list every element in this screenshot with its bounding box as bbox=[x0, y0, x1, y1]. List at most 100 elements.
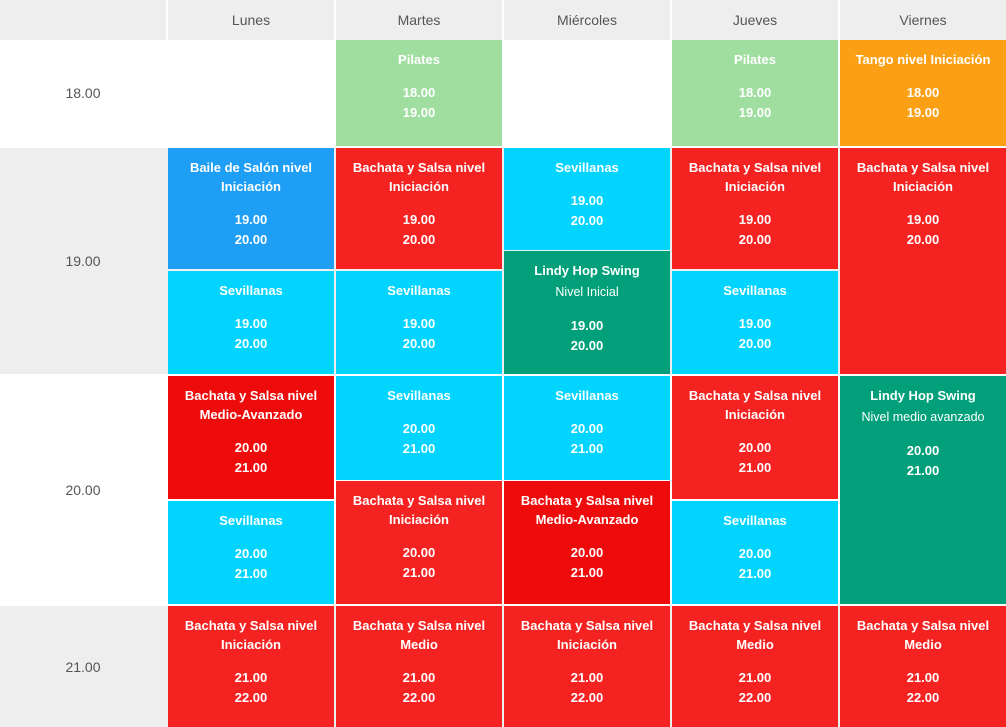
event-start: 20.00 bbox=[738, 440, 772, 455]
event-title: Bachata y Salsa nivel Medio bbox=[688, 618, 822, 652]
event-title: Sevillanas bbox=[387, 283, 451, 298]
event-title: Tango nivel Iniciación bbox=[855, 52, 991, 67]
time-label-18: 18.00 bbox=[65, 85, 101, 101]
event-start: 19.00 bbox=[402, 212, 436, 227]
event-end: 22.00 bbox=[570, 690, 604, 705]
event-title: Bachata y Salsa nivel Iniciación bbox=[352, 493, 486, 527]
row-19-bg bbox=[0, 148, 1006, 374]
time-label-21: 21.00 bbox=[65, 658, 101, 675]
event-subtitle: Nivel medio avanzado bbox=[861, 410, 985, 424]
event-title: Bachata y Salsa nivel Medio-Avanzado bbox=[520, 493, 654, 527]
event-start: 20.00 bbox=[570, 545, 604, 560]
event-title: Bachata y Salsa nivel Iniciación bbox=[856, 160, 990, 194]
row-20-bg bbox=[0, 376, 1006, 604]
event-bachata-salsa[interactable]: Bachata y Salsa nivel Medio 21.00 22.00 bbox=[672, 606, 838, 727]
event-title: Bachata y Salsa nivel Medio-Avanzado bbox=[184, 388, 318, 422]
event-start: 20.00 bbox=[234, 440, 268, 455]
event-title: Bachata y Salsa nivel Iniciación bbox=[184, 618, 318, 652]
header-day-jueves: Jueves bbox=[672, 0, 838, 40]
event-subtitle: Nivel Inicial bbox=[555, 285, 619, 299]
event-sevillanas[interactable]: Sevillanas 20.00 21.00 bbox=[504, 376, 670, 480]
header-corner bbox=[0, 0, 166, 40]
event-pilates[interactable]: Pilates 18.00 19.00 bbox=[672, 40, 838, 146]
event-lindy-hop[interactable]: Lindy Hop Swing Nivel medio avanzado 20.… bbox=[840, 376, 1006, 604]
time-label-20: 20.00 bbox=[65, 482, 101, 498]
event-bachata-salsa[interactable]: Bachata y Salsa nivel Medio-Avanzado 20.… bbox=[168, 376, 334, 499]
event-end: 21.00 bbox=[570, 565, 604, 580]
event-end: 21.00 bbox=[402, 565, 436, 580]
event-bachata-salsa[interactable]: Bachata y Salsa nivel Medio 21.00 22.00 bbox=[840, 606, 1006, 727]
event-start: 18.00 bbox=[402, 85, 436, 100]
event-start: 20.00 bbox=[906, 443, 940, 458]
header-day-lunes: Lunes bbox=[168, 0, 334, 40]
event-end: 20.00 bbox=[570, 338, 604, 353]
event-end: 22.00 bbox=[906, 690, 940, 705]
event-sevillanas[interactable]: Sevillanas 19.00 20.00 bbox=[168, 271, 334, 374]
event-bachata-salsa[interactable]: Bachata y Salsa nivel Medio-Avanzado 20.… bbox=[504, 481, 670, 604]
event-end: 19.00 bbox=[402, 105, 436, 120]
event-title: Sevillanas bbox=[723, 283, 787, 298]
event-start: 19.00 bbox=[570, 318, 604, 333]
event-start: 19.00 bbox=[906, 212, 940, 227]
event-lindy-hop[interactable]: Lindy Hop Swing Nivel Inicial 19.00 20.00 bbox=[504, 251, 670, 374]
event-title: Lindy Hop Swing bbox=[534, 263, 640, 278]
event-start: 19.00 bbox=[570, 193, 604, 208]
event-start: 21.00 bbox=[570, 670, 604, 685]
event-bachata-salsa[interactable]: Bachata y Salsa nivel Iniciación 20.00 21… bbox=[672, 376, 838, 499]
event-sevillanas[interactable]: Sevillanas 19.00 20.00 bbox=[504, 148, 670, 250]
event-end: 22.00 bbox=[234, 690, 268, 705]
event-sevillanas[interactable]: Sevillanas 19.00 20.00 bbox=[336, 271, 502, 374]
event-sevillanas[interactable]: Sevillanas 20.00 21.00 bbox=[672, 501, 838, 604]
event-title: Bachata y Salsa nivel Medio bbox=[352, 618, 486, 652]
event-start: 21.00 bbox=[906, 670, 940, 685]
row-21-bg bbox=[0, 606, 1006, 727]
event-start: 19.00 bbox=[738, 212, 772, 227]
event-bachata-salsa[interactable]: Bachata y Salsa nivel Iniciación 19.00 20… bbox=[672, 148, 838, 269]
event-start: 19.00 bbox=[234, 212, 268, 227]
event-bachata-salsa[interactable]: Bachata y Salsa nivel Iniciación 21.00 22… bbox=[168, 606, 334, 727]
event-bachata-salsa[interactable]: Bachata y Salsa nivel Iniciación 19.00 20… bbox=[336, 148, 502, 269]
event-title: Sevillanas bbox=[219, 513, 283, 528]
event-start: 20.00 bbox=[402, 545, 436, 560]
event-end: 21.00 bbox=[234, 566, 268, 581]
event-title: Bachata y Salsa nivel Iniciación bbox=[688, 388, 822, 422]
event-start: 21.00 bbox=[234, 670, 268, 685]
event-sevillanas[interactable]: Sevillanas 20.00 21.00 bbox=[336, 376, 502, 480]
event-start: 19.00 bbox=[738, 316, 772, 331]
event-title: Sevillanas bbox=[387, 388, 451, 403]
event-end: 21.00 bbox=[906, 463, 940, 478]
event-start: 21.00 bbox=[738, 670, 772, 685]
event-end: 20.00 bbox=[738, 336, 772, 351]
header-day-viernes: Viernes bbox=[840, 0, 1006, 40]
event-sevillanas[interactable]: Sevillanas 19.00 20.00 bbox=[672, 271, 838, 374]
event-bachata-salsa[interactable]: Bachata y Salsa nivel Iniciación 20.00 21… bbox=[336, 481, 502, 604]
event-start: 20.00 bbox=[402, 421, 436, 436]
event-bachata-salsa[interactable]: Bachata y Salsa nivel Medio 21.00 22.00 bbox=[336, 606, 502, 727]
event-start: 20.00 bbox=[234, 546, 268, 561]
time-label-19: 19.00 bbox=[65, 253, 101, 269]
row-18-bg bbox=[0, 40, 1006, 146]
event-sevillanas[interactable]: Sevillanas 20.00 21.00 bbox=[168, 501, 334, 604]
header-day-miercoles: Miércoles bbox=[504, 0, 670, 40]
event-baile-salon[interactable]: Baile de Salón nivel Iniciación 19.00 20.… bbox=[168, 148, 334, 269]
event-end: 19.00 bbox=[738, 105, 772, 120]
event-start: 21.00 bbox=[402, 670, 436, 685]
event-title: Sevillanas bbox=[555, 160, 619, 175]
event-start: 19.00 bbox=[402, 316, 436, 331]
event-tango[interactable]: Tango nivel Iniciación 18.00 19.00 bbox=[840, 40, 1006, 146]
event-end: 20.00 bbox=[402, 336, 436, 351]
event-end: 21.00 bbox=[570, 441, 604, 456]
event-title: Bachata y Salsa nivel Iniciación bbox=[520, 618, 654, 652]
event-end: 19.00 bbox=[906, 105, 940, 120]
event-bachata-salsa[interactable]: Bachata y Salsa nivel Iniciación 19.00 20… bbox=[840, 148, 1006, 374]
event-pilates[interactable]: Pilates 18.00 19.00 bbox=[336, 40, 502, 146]
event-end: 21.00 bbox=[738, 566, 772, 581]
header-day-martes: Martes bbox=[336, 0, 502, 40]
event-end: 20.00 bbox=[906, 232, 940, 247]
event-start: 19.00 bbox=[234, 316, 268, 331]
event-end: 22.00 bbox=[402, 690, 436, 705]
event-bachata-salsa[interactable]: Bachata y Salsa nivel Iniciación 21.00 22… bbox=[504, 606, 670, 727]
event-end: 20.00 bbox=[738, 232, 772, 247]
event-start: 20.00 bbox=[738, 546, 772, 561]
